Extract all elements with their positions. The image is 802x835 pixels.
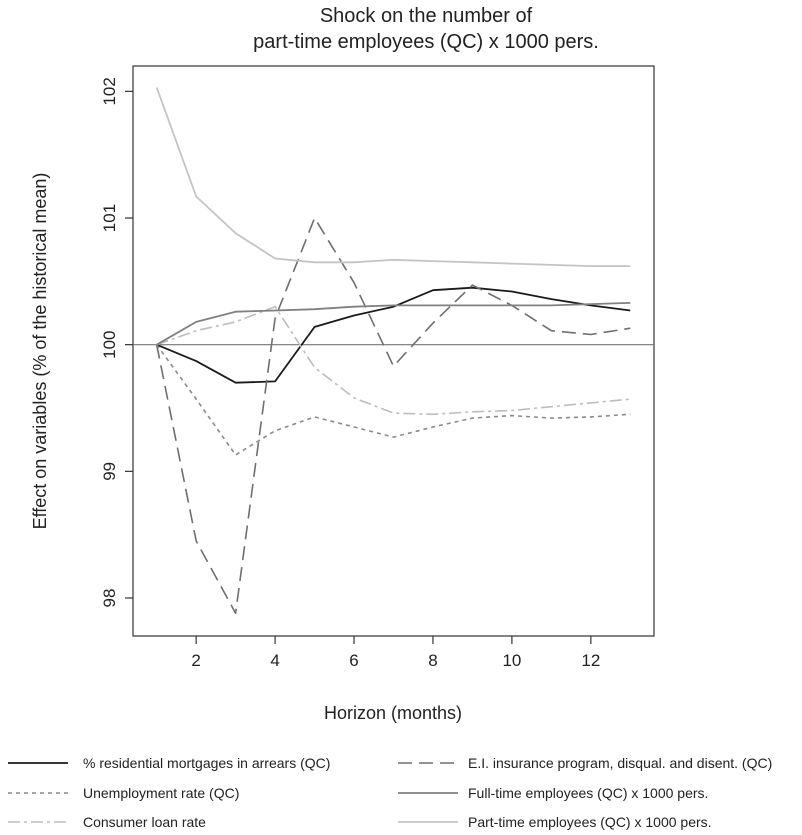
series-layer	[155, 87, 631, 615]
y-axis: 98 99 100 101 102	[100, 77, 133, 607]
x-axis-title: Horizon (months)	[324, 703, 462, 723]
x-tick-label: 6	[349, 651, 358, 670]
y-tick-label: 100	[100, 330, 119, 358]
chart-title-line-1: Shock on the number of	[320, 5, 533, 27]
x-axis: 2 4 6 8 10 12	[191, 636, 600, 670]
legend-label-consumer-loan-rate: Consumer loan rate	[83, 814, 206, 830]
plot-area	[132, 65, 655, 637]
y-tick-label: 99	[100, 462, 119, 481]
x-tick-label: 2	[191, 651, 200, 670]
legend-label-unemployment-rate-qc: Unemployment rate (QC)	[83, 785, 239, 801]
legend-label-residential-mortgages-in-arrears-qc: % residential mortgages in arrears (QC)	[83, 755, 330, 771]
y-tick-label: 101	[100, 204, 119, 232]
series-line-unemployment-rate-qc	[156, 344, 631, 456]
series-line-full-time-employees-qc-x-1000-pers	[156, 302, 631, 346]
y-tick-label: 98	[100, 589, 119, 608]
series-line-part-time-employees-qc-x-1000-pers	[155, 87, 631, 268]
x-tick-label: 8	[428, 651, 437, 670]
x-tick-label: 12	[581, 651, 600, 670]
chart-title-line-2: part-time employees (QC) x 1000 pers.	[253, 31, 599, 53]
legend-label-part-time-employees-qc-x-1000-pers: Part-time employees (QC) x 1000 pers.	[468, 814, 712, 830]
legend-label-full-time-employees-qc-x-1000-pers: Full-time employees (QC) x 1000 pers.	[468, 785, 708, 801]
legend: % residential mortgages in arrears (QC) U…	[8, 755, 772, 830]
series-line-consumer-loan-rate	[156, 305, 631, 416]
legend-label-e-i-insurance-program-disqual-and-disent-qc: E.I. insurance program, disqual. and dis…	[468, 755, 772, 771]
y-axis-title: Effect on variables (% of the historical…	[30, 173, 50, 530]
x-tick-label: 10	[502, 651, 521, 670]
series-line-e-i-insurance-program-disqual-and-disent-qc	[155, 217, 631, 615]
series-line-residential-mortgages-in-arrears-qc	[156, 286, 631, 384]
x-tick-label: 4	[270, 651, 279, 670]
y-tick-label: 102	[100, 77, 119, 105]
